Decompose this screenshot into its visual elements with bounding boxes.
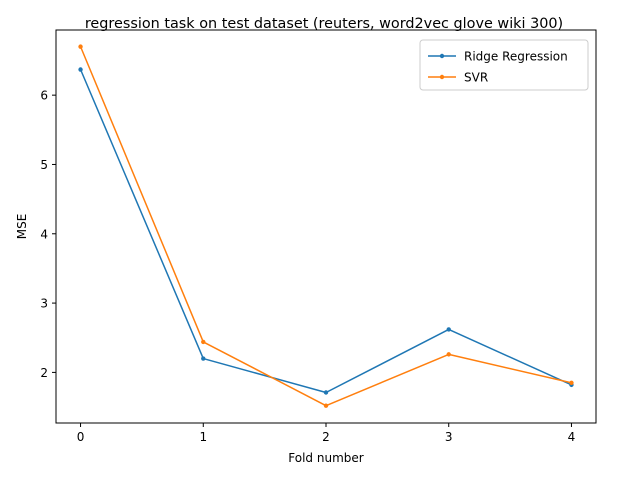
y-axis: 2 3 4 5 6: [40, 89, 56, 380]
data-point: [446, 327, 451, 332]
legend-box: [419, 39, 589, 91]
x-tick-label: 4: [568, 430, 576, 444]
legend-item: SVR: [428, 71, 488, 85]
legend-label: SVR: [464, 71, 488, 85]
legend-label: Ridge Regression: [464, 50, 568, 64]
legend-swatch-marker: [439, 74, 445, 80]
y-tick-label: 2: [40, 366, 48, 380]
data-point: [323, 403, 329, 408]
data-point: [323, 390, 329, 395]
x-tick-label: 1: [199, 430, 207, 444]
data-point: [569, 380, 574, 385]
y-tick-label: 3: [40, 297, 48, 311]
data-point: [201, 339, 206, 345]
x-axis: 0 1 2 3 4: [77, 423, 576, 444]
legend-swatch-marker: [439, 53, 445, 59]
x-tick-label: 0: [77, 430, 85, 444]
legend: Ridge Regression SVR: [419, 39, 589, 91]
data-point: [78, 67, 83, 72]
legend-item: Ridge Regression: [428, 50, 568, 64]
y-tick-label: 5: [40, 158, 48, 172]
y-tick-label: 4: [40, 227, 48, 241]
y-tick-label: 6: [40, 89, 48, 103]
data-point: [446, 352, 451, 357]
x-tick-label: 3: [445, 430, 453, 444]
x-tick-label: 2: [322, 430, 330, 444]
data-point: [78, 44, 83, 49]
plot-content: [78, 44, 574, 408]
x-axis-label: Fold number: [288, 451, 363, 465]
y-axis-label: MSE: [15, 214, 29, 240]
data-point: [201, 356, 206, 361]
chart-title: regression task on test dataset (reuters…: [85, 16, 563, 32]
series-1: [78, 44, 574, 408]
